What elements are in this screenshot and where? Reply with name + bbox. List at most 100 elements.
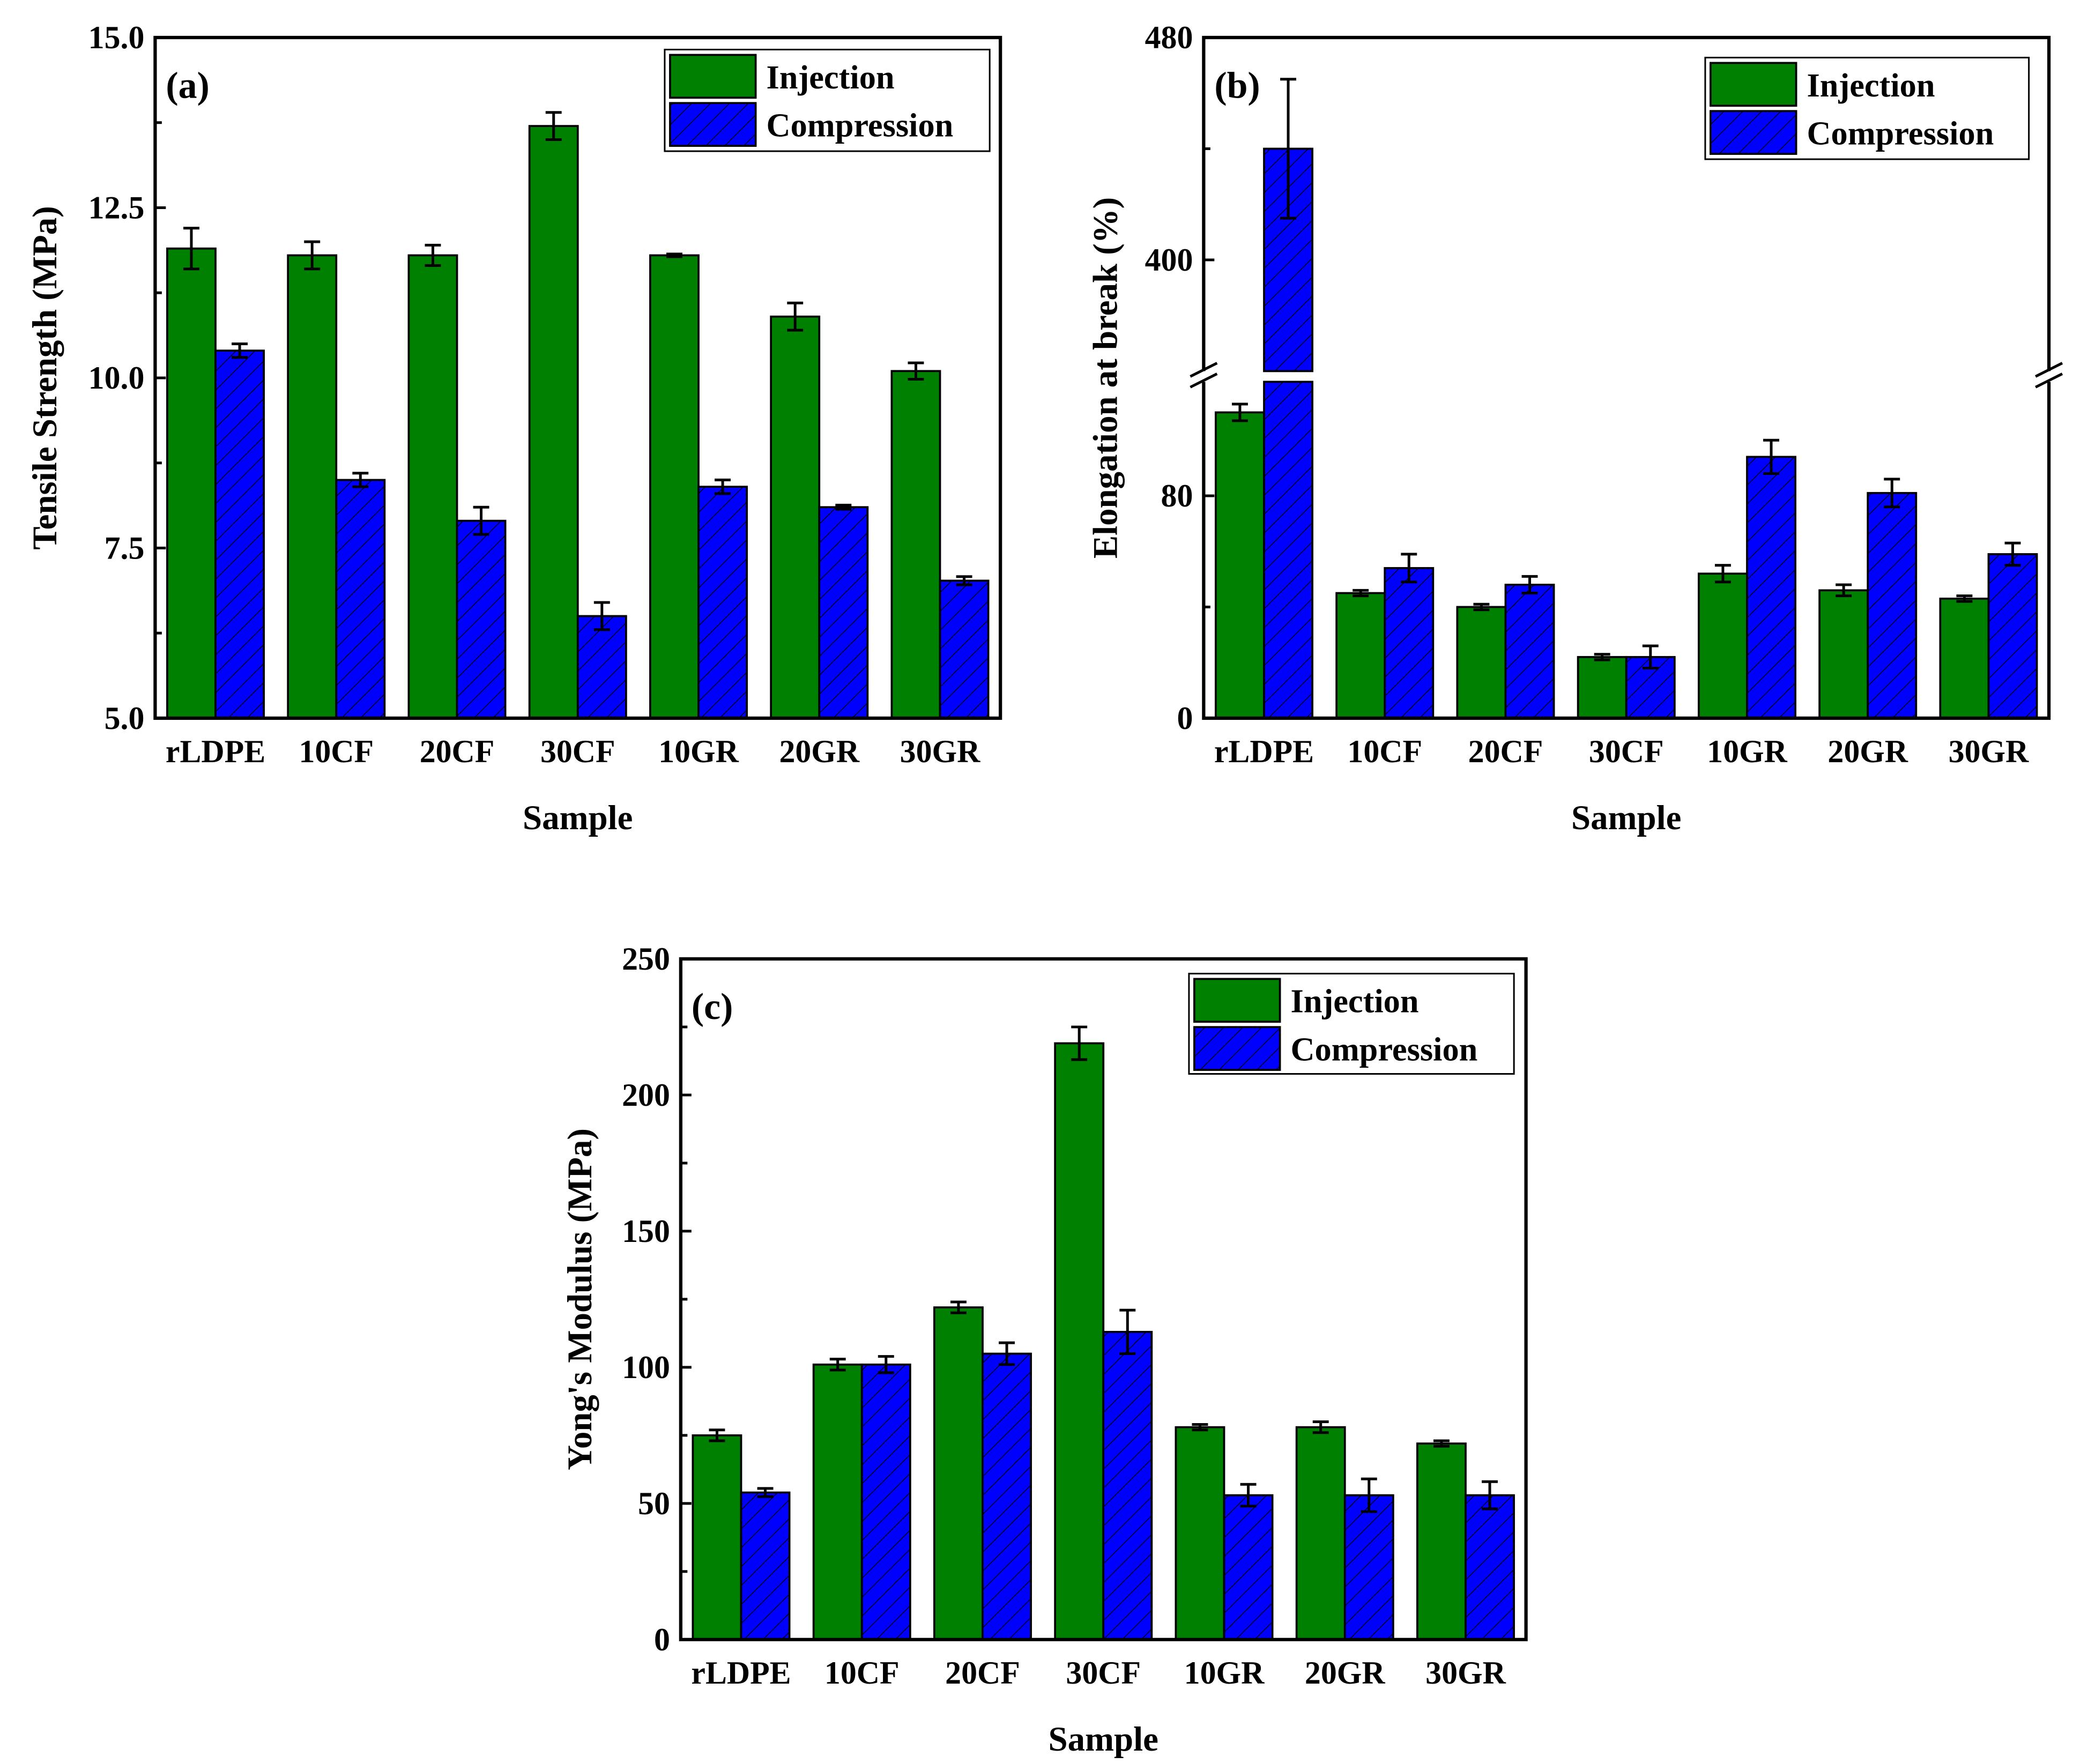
error-bar-injection-10cf — [304, 240, 321, 271]
bar-injection-30gr — [1939, 597, 1990, 719]
legend-label-injection: Injection — [1807, 67, 1935, 104]
legend-label-compression: Compression — [1807, 115, 1994, 152]
legend-label-compression: Compression — [767, 107, 954, 144]
x-tick-label: 20CF — [945, 1655, 1020, 1691]
error-bar-injection-10gr — [1192, 1423, 1208, 1432]
error-bar-compression-rldpe — [757, 1487, 774, 1498]
error-bar-injection-20cf — [425, 243, 441, 267]
y-tick-label: 5.0 — [105, 701, 145, 736]
legend-swatch-injection — [1710, 62, 1797, 107]
bar-injection-rldpe — [166, 247, 217, 719]
bar-injection-30cf — [528, 125, 579, 719]
bar-injection-rldpe — [1215, 411, 1265, 719]
error-bar-compression-rldpe — [1280, 78, 1296, 220]
panel-a-tensile-strength: 5.0 7.5 10.0 12.5 15.0 rLDPE 10CF 20CF 30CF 10GR 2… — [26, 20, 1002, 837]
x-tick-label: 10GR — [658, 734, 739, 769]
axis-break-mark-left — [1190, 362, 1218, 389]
y-tick-label: 400 — [1145, 242, 1193, 278]
x-tick-label: 30GR — [900, 734, 980, 769]
bar-injection-10gr — [649, 254, 700, 719]
bar-injection-30cf — [1054, 1042, 1105, 1641]
x-tick-label: 10GR — [1707, 734, 1787, 769]
error-bar-compression-30cf — [593, 601, 610, 631]
x-tick-label: 10CF — [824, 1655, 900, 1691]
bar-compression-10cf — [1384, 567, 1435, 719]
error-bar-compression-20gr — [1884, 478, 1900, 509]
y-tick-label: 150 — [622, 1214, 670, 1249]
x-tick-label: rLDPE — [1214, 734, 1314, 769]
panel-label: (c) — [692, 986, 733, 1028]
break-slash — [2035, 362, 2063, 378]
error-bar-compression-30gr — [956, 575, 972, 586]
y-tick-label: 0 — [654, 1622, 670, 1657]
break-slash — [2035, 373, 2063, 389]
panel-c-youngs-modulus: 0 50 100 150 200 250 rLDPE 10CF 20CF 30CF 10GR 20GR… — [561, 941, 1528, 1759]
error-bar-injection-20gr — [787, 301, 804, 332]
error-bar-compression-10cf — [1401, 553, 1417, 584]
bar-injection-20cf — [407, 254, 458, 719]
error-bar-injection-20gr — [1836, 583, 1852, 598]
x-tick-label: 30GR — [1949, 734, 2029, 769]
bar-compression-10gr — [697, 486, 748, 719]
bar-compression-20gr — [1343, 1494, 1394, 1641]
x-tick-label: 20GR — [1827, 734, 1908, 769]
bar-injection-30gr — [890, 370, 941, 719]
error-bar-injection-30gr — [908, 361, 924, 381]
error-bar-injection-10gr — [666, 252, 682, 258]
bar-injection-10cf — [812, 1363, 863, 1641]
error-bar-injection-20cf — [950, 1300, 967, 1314]
x-tick-label: 30CF — [1589, 734, 1664, 769]
frame-upper — [1202, 35, 2051, 371]
error-bar-compression-20gr — [1361, 1477, 1377, 1513]
plot-frame — [153, 35, 1002, 720]
bar-injection-20gr — [770, 315, 821, 719]
y-tick-label: 250 — [622, 941, 670, 977]
x-tick-label: 30CF — [1066, 1655, 1141, 1691]
bar-injection-30gr — [1416, 1442, 1467, 1641]
break-slash — [1190, 362, 1218, 378]
y-axis-title: Yong's Modulus (MPa) — [561, 1128, 599, 1470]
error-bar-injection-rldpe — [709, 1428, 725, 1442]
bar-compression-10gr — [1746, 456, 1796, 719]
y-axis-title: Elongation at break (%) — [1086, 197, 1125, 559]
axis-break-mark-right — [2035, 362, 2063, 389]
y-tick-label: 0 — [1177, 701, 1193, 736]
bar-compression-20cf — [1504, 584, 1555, 719]
error-bar-compression-30gr — [2004, 541, 2021, 567]
bar-injection-10cf — [1335, 592, 1386, 719]
x-tick-label: 20CF — [1468, 734, 1543, 769]
bar-compression-10cf — [335, 479, 386, 719]
error-bar-compression-20cf — [1521, 575, 1538, 594]
y-tick-label: 12.5 — [88, 190, 145, 225]
panel-b-elongation-at-break: 0 80 400 480 rLDPE 10CF 20CF 30CF 10GR 20GR 30GR Sa… — [1086, 20, 2063, 837]
legend-swatch-compression — [1193, 1026, 1281, 1071]
bar-compression-rldpe — [740, 1491, 791, 1641]
legend-swatch-compression — [669, 102, 757, 147]
y-tick-label: 100 — [622, 1350, 670, 1385]
error-bar-compression-20gr — [835, 503, 852, 511]
error-bar-injection-10gr — [1714, 564, 1731, 584]
error-bar-compression-10cf — [878, 1355, 894, 1374]
panel-label: (b) — [1214, 65, 1260, 106]
bar-compression-10gr — [1223, 1494, 1274, 1641]
x-tick-label: 10CF — [1347, 734, 1422, 769]
error-bar-compression-10cf — [352, 472, 369, 488]
bar-compression-20cf — [982, 1352, 1032, 1641]
legend-swatch-injection — [669, 54, 757, 99]
bar-compression-30gr — [939, 579, 990, 719]
legend-swatch-injection — [1193, 978, 1281, 1023]
bar-compression-30gr — [1465, 1494, 1515, 1641]
x-tick-label: rLDPE — [691, 1655, 791, 1691]
bar-compression-20cf — [456, 519, 507, 719]
legend: Injection Compression — [664, 48, 991, 152]
y-tick-label: 10.0 — [88, 360, 145, 396]
legend-swatch-compression — [1710, 110, 1797, 155]
bar-compression-30cf — [1102, 1330, 1153, 1641]
bar-injection-20cf — [933, 1306, 984, 1641]
y-tick-label: 15.0 — [88, 20, 145, 55]
y-tick-label: 50 — [638, 1486, 670, 1521]
panel-label: (a) — [166, 65, 209, 106]
x-tick-label: 30CF — [540, 734, 615, 769]
legend-label-injection: Injection — [1291, 983, 1419, 1020]
